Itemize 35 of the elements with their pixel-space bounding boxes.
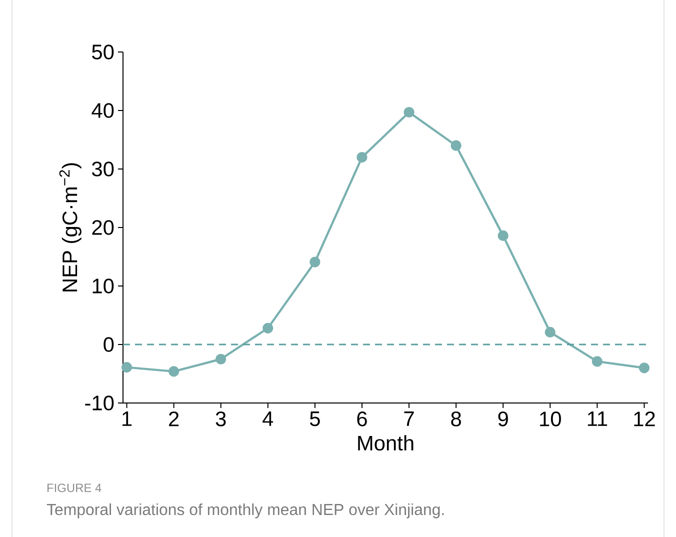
y-tick-label: -10 — [85, 396, 114, 410]
x-tick-label: 1 — [122, 412, 132, 426]
y-tick-label: 10 — [92, 278, 114, 294]
y-tick-label: 50 — [92, 44, 114, 60]
x-tick-label: 5 — [310, 412, 320, 426]
x-tick-label: 11 — [588, 412, 608, 426]
x-tick-label: 9 — [498, 412, 508, 426]
text: Temporal variations of monthly mean NEP over Xinjiang. — [46, 503, 444, 518]
point — [498, 230, 508, 241]
y-tick-label: 0 — [104, 337, 114, 352]
x-axis-title: Month — [358, 435, 414, 451]
point — [121, 362, 132, 373]
x-tick-label: 8 — [451, 412, 461, 426]
point — [216, 354, 226, 364]
x-tick-label: 3 — [216, 412, 226, 426]
x-tick-label: 4 — [262, 412, 274, 426]
x-tick-label: 7 — [404, 412, 414, 426]
point — [544, 326, 556, 338]
point — [262, 322, 274, 334]
y-tick-label: 20 — [92, 220, 114, 235]
point — [638, 362, 650, 374]
x-tick-label: 2 — [169, 412, 179, 426]
point — [450, 140, 462, 151]
y-tick-label: 40 — [92, 103, 114, 118]
y-tick-label: 30 — [92, 162, 114, 176]
point — [592, 356, 602, 367]
point — [310, 256, 320, 268]
x-tick-label: 12 — [634, 412, 655, 426]
x-tick-label: 10 — [540, 412, 561, 426]
y-axis-title: NEP (gC·m$^{−2}$) — [59, 163, 82, 292]
x-tick-label: 6 — [357, 412, 367, 426]
caption: FIGURE 4 — [48, 484, 102, 492]
point — [404, 106, 414, 118]
point — [168, 366, 180, 377]
point — [356, 152, 368, 163]
